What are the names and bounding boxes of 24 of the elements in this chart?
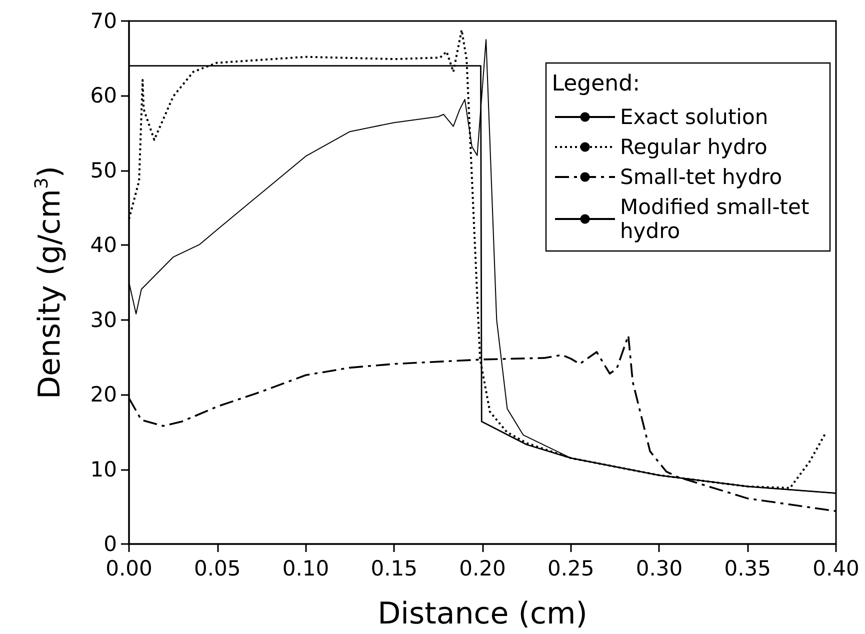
legend-label: Exact solution [620, 105, 768, 129]
y-tick-label: 60 [90, 84, 117, 108]
x-tick-label: 0.35 [724, 556, 772, 580]
y-tick-label: 10 [90, 457, 117, 482]
y-tick-label: 0 [104, 532, 117, 556]
legend-label: Regular hydro [620, 135, 768, 159]
y-axis-title: Density (g/cm3) [32, 166, 68, 400]
legend-label: Small-tet hydro [620, 165, 782, 189]
y-tick-label: 70 [90, 9, 117, 33]
y-tick-label: 40 [90, 233, 117, 258]
x-tick-label: 0.10 [282, 556, 330, 580]
x-tick-label: 0.05 [194, 556, 241, 580]
x-tick-label: 0.30 [636, 556, 683, 580]
x-tick-label: 0.00 [106, 556, 152, 580]
x-tick-label: 0.15 [370, 556, 418, 580]
y-tick-label: 20 [90, 382, 117, 407]
x-axis-title: Distance (cm) [378, 596, 588, 632]
legend-title: Legend: [552, 72, 640, 96]
x-tick-label: 0.40 [812, 556, 860, 580]
x-tick-label: 0.20 [459, 556, 506, 580]
y-tick-label: 50 [90, 158, 117, 182]
y-tick-label: 30 [90, 308, 117, 332]
legend-label: Modified small-tet hydro [620, 195, 816, 243]
x-tick-label: 0.25 [547, 556, 594, 580]
